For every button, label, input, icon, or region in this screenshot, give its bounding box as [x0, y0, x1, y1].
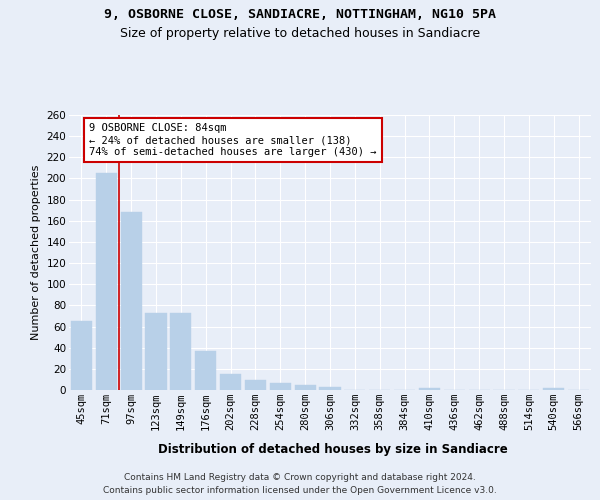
Bar — [71, 322, 92, 390]
Bar — [295, 384, 316, 390]
Bar — [121, 212, 142, 390]
Bar — [319, 387, 341, 390]
Bar — [270, 382, 291, 390]
Bar — [419, 388, 440, 390]
Bar — [170, 313, 191, 390]
Text: Size of property relative to detached houses in Sandiacre: Size of property relative to detached ho… — [120, 28, 480, 40]
Bar — [195, 351, 216, 390]
Text: Distribution of detached houses by size in Sandiacre: Distribution of detached houses by size … — [158, 442, 508, 456]
Bar — [96, 173, 117, 390]
Bar — [145, 313, 167, 390]
Text: Contains public sector information licensed under the Open Government Licence v3: Contains public sector information licen… — [103, 486, 497, 495]
Text: Contains HM Land Registry data © Crown copyright and database right 2024.: Contains HM Land Registry data © Crown c… — [124, 472, 476, 482]
Text: 9 OSBORNE CLOSE: 84sqm
← 24% of detached houses are smaller (138)
74% of semi-de: 9 OSBORNE CLOSE: 84sqm ← 24% of detached… — [89, 124, 376, 156]
Bar — [543, 388, 564, 390]
Bar — [220, 374, 241, 390]
Y-axis label: Number of detached properties: Number of detached properties — [31, 165, 41, 340]
Bar — [245, 380, 266, 390]
Text: 9, OSBORNE CLOSE, SANDIACRE, NOTTINGHAM, NG10 5PA: 9, OSBORNE CLOSE, SANDIACRE, NOTTINGHAM,… — [104, 8, 496, 20]
